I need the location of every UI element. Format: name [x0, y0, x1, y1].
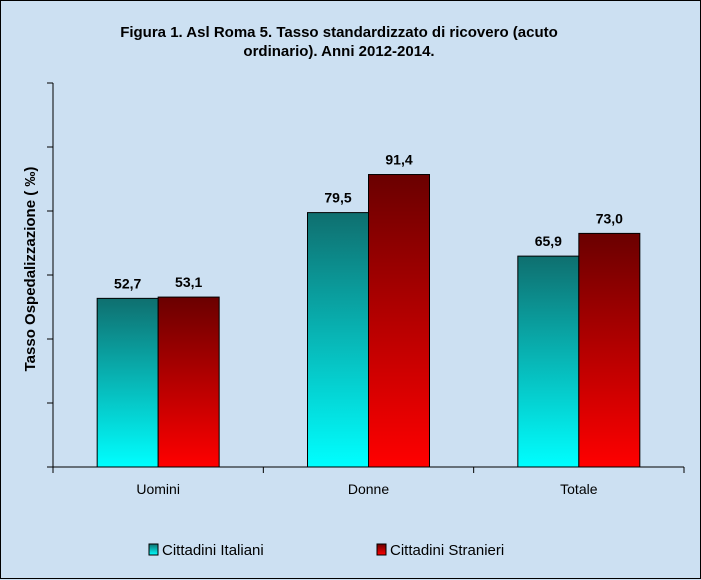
category-label-uomini: Uomini — [136, 481, 180, 497]
bar-totale-stranieri — [578, 232, 641, 468]
bar-uomini-italiani — [96, 297, 159, 468]
chart-title-line-2: ordinario). Anni 2012-2014. — [243, 43, 434, 60]
data-label: 53,1 — [175, 274, 202, 290]
chart-title-line-1: Figura 1. Asl Roma 5. Tasso standardizza… — [120, 24, 558, 41]
data-labels: 52,7 53,1 79,5 91,4 65,9 73,0 — [114, 152, 623, 292]
bars — [96, 174, 641, 468]
data-label: 91,4 — [385, 152, 412, 168]
legend-label-stranieri: Cittadini Stranieri — [390, 542, 504, 559]
category-label-donne: Donne — [348, 481, 389, 497]
data-label: 52,7 — [114, 275, 141, 291]
data-label: 79,5 — [324, 190, 351, 206]
legend-label-italiani: Cittadini Italiani — [162, 542, 264, 559]
legend-swatch-stranieri — [376, 543, 387, 556]
bar-uomini-stranieri — [157, 296, 220, 468]
data-label: 65,9 — [535, 233, 562, 249]
bar-donne-stranieri — [368, 174, 430, 468]
legend-swatch-italiani — [148, 543, 159, 556]
y-axis-label: Tasso Ospedalizzazione ( ‰) — [22, 167, 39, 372]
legend: Cittadini Italiani Cittadini Stranieri — [148, 542, 504, 559]
data-label: 73,0 — [596, 210, 623, 226]
category-label-totale: Totale — [560, 481, 598, 497]
category-labels: Uomini Donne Totale — [136, 481, 597, 497]
bar-totale-italiani — [517, 255, 580, 468]
bar-donne-italiani — [307, 212, 369, 468]
